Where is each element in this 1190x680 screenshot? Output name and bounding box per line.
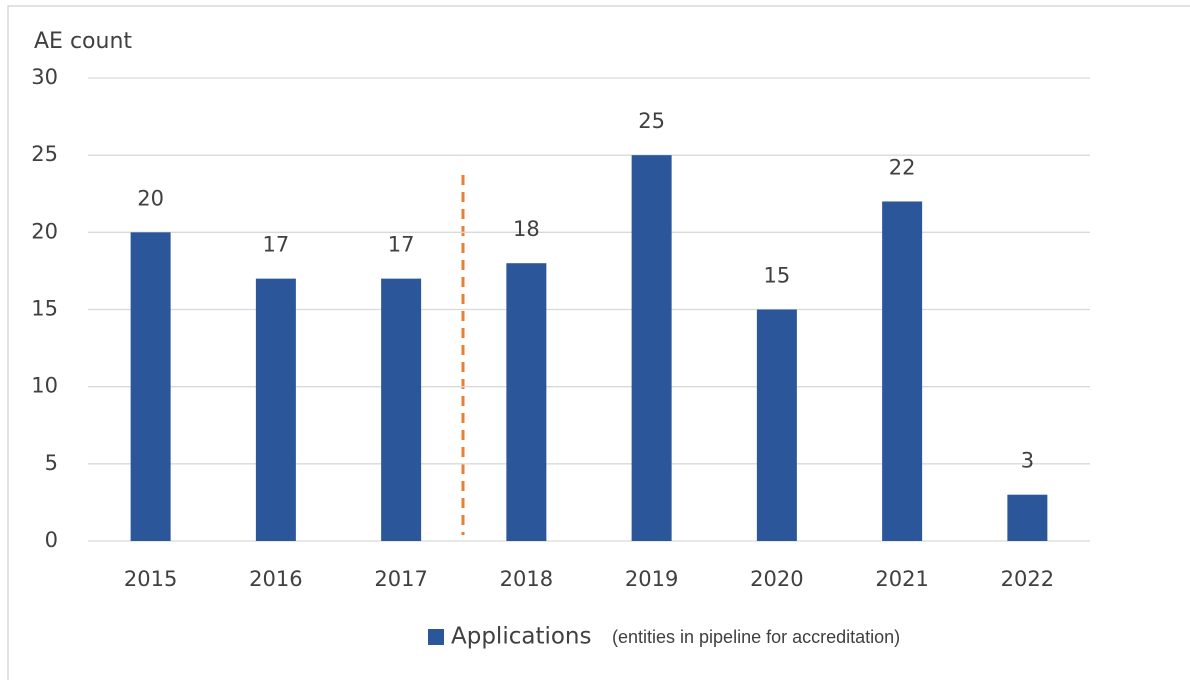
x-tick-label: 2018 [500,567,553,591]
y-tick-label: 20 [31,219,58,243]
data-label: 17 [388,233,415,257]
data-label: 18 [513,217,540,241]
y-tick-label: 5 [45,451,58,475]
y-tick-label: 15 [31,297,58,321]
bar [130,232,171,542]
bar [506,263,547,541]
x-tick-label: 2019 [625,567,678,591]
x-tick-label: 2022 [1001,567,1054,591]
bar [756,309,797,541]
bar [1007,494,1048,541]
bar [882,201,923,541]
y-axis-label: AE count [34,29,132,54]
data-label: 17 [263,233,290,257]
x-tick-label: 2021 [875,567,928,591]
y-tick-label: 0 [45,528,58,552]
y-tick-label: 10 [31,374,58,398]
x-tick-label: 2015 [124,567,177,591]
data-label: 3 [1021,449,1034,473]
chart-frame [7,5,1190,680]
data-label: 20 [137,186,164,210]
y-tick-label: 25 [31,142,58,166]
x-tick-label: 2017 [374,567,427,591]
bar [381,278,422,541]
bar [255,278,296,541]
data-label: 22 [889,155,916,179]
legend-note: (entities in pipeline for accreditation) [612,627,900,647]
x-tick-label: 2020 [750,567,803,591]
legend-swatch [428,629,444,645]
data-label: 25 [638,109,665,133]
bar [631,155,672,541]
legend-label: Applications [451,624,592,650]
data-label: 15 [764,264,791,288]
y-tick-label: 30 [31,65,58,89]
x-tick-label: 2016 [249,567,302,591]
